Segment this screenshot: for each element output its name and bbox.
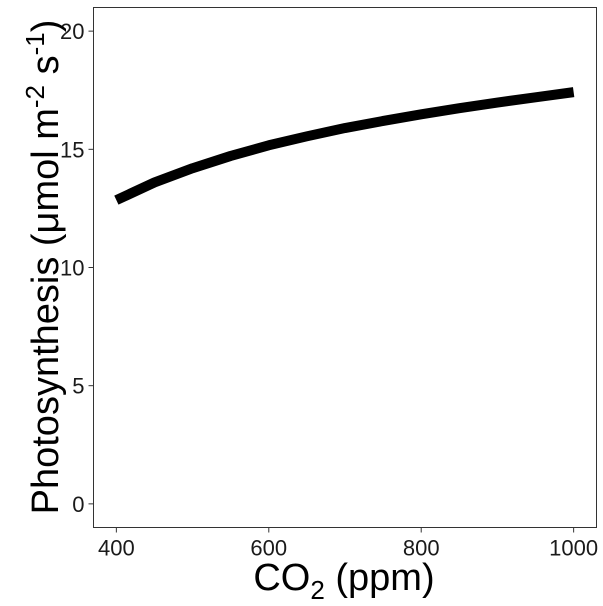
plot-frame bbox=[93, 7, 597, 528]
series-line-0 bbox=[114, 87, 575, 205]
y-tick-label: 10 bbox=[60, 256, 84, 281]
series-layer bbox=[114, 87, 575, 205]
plot-area bbox=[93, 7, 597, 528]
x-tick-label: 1000 bbox=[549, 536, 598, 561]
x-axis-title-rest: (ppm) bbox=[325, 557, 435, 599]
x-axis: 400 600 800 1000 bbox=[98, 527, 598, 561]
x-tick-label: 600 bbox=[250, 536, 287, 561]
y-tick-label: 5 bbox=[72, 374, 84, 399]
y-axis: 0 5 10 15 20 bbox=[60, 19, 94, 517]
y-axis-title-sup2: -1 bbox=[20, 32, 50, 55]
y-axis-title: Photosynthesis (μmol m-2 s-1) bbox=[20, 20, 67, 515]
x-tick-label: 400 bbox=[98, 536, 135, 561]
y-tick-label: 15 bbox=[60, 137, 84, 162]
y-axis-title-part3: ) bbox=[25, 20, 67, 33]
x-tick-label: 800 bbox=[403, 536, 440, 561]
y-axis-title-part1: Photosynthesis (μmol m bbox=[25, 108, 67, 514]
y-axis-title-sup1: -2 bbox=[20, 85, 50, 108]
x-axis-title-subscript: 2 bbox=[310, 575, 324, 605]
y-axis-title-part2: s bbox=[25, 55, 67, 85]
y-tick-label: 0 bbox=[72, 492, 84, 517]
x-axis-title: CO2 (ppm) bbox=[253, 557, 434, 605]
x-axis-title-base: CO bbox=[253, 557, 310, 599]
y-tick-label: 20 bbox=[60, 19, 84, 44]
